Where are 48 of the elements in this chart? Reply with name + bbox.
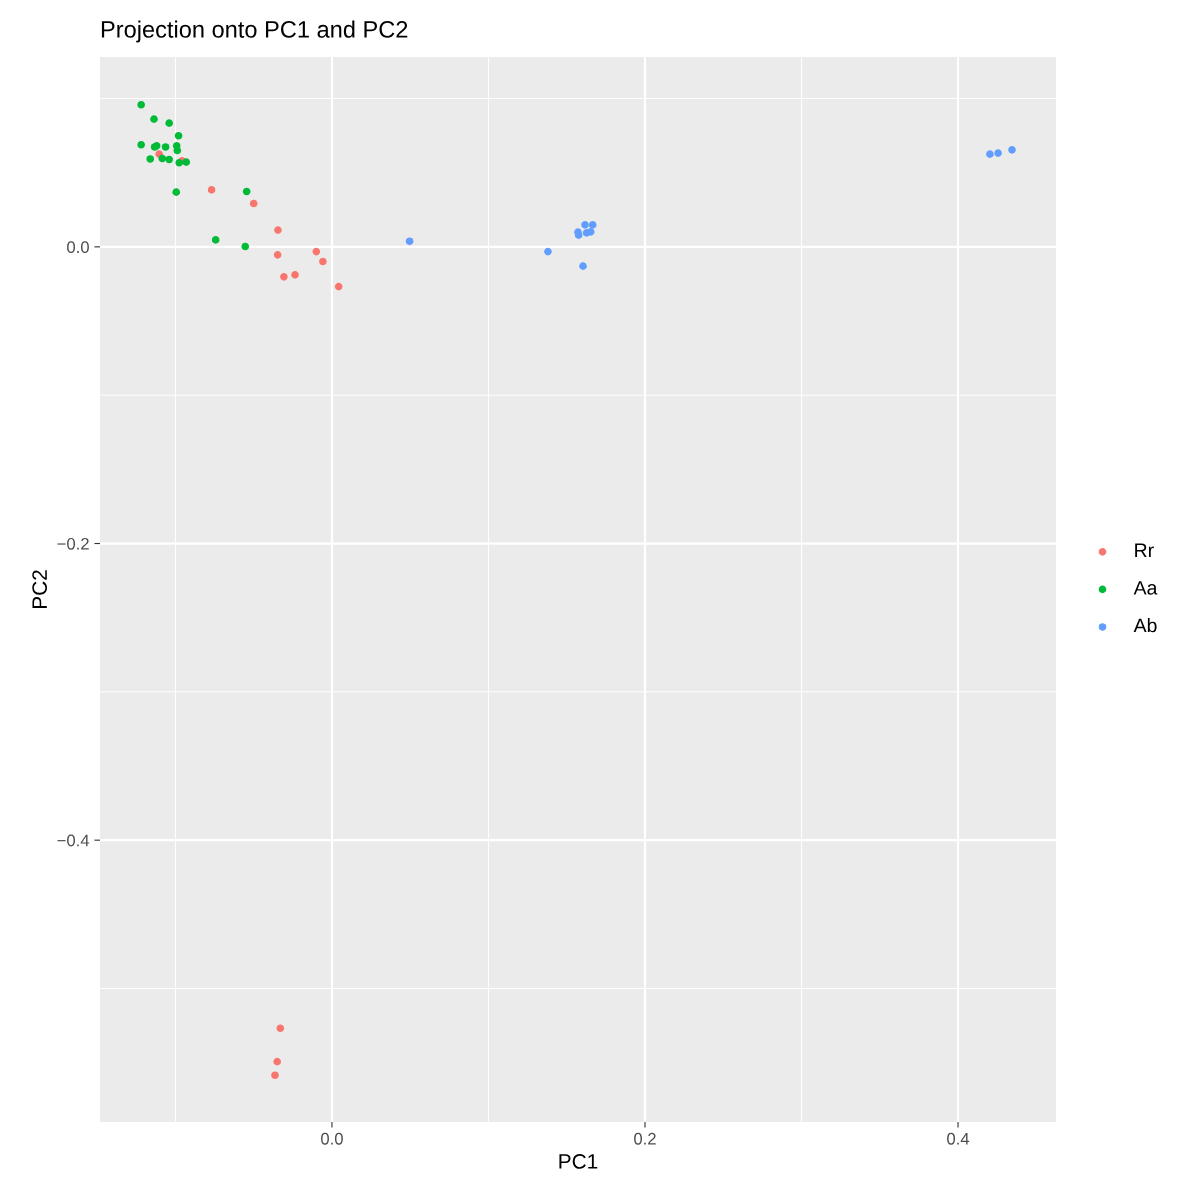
point — [207, 186, 216, 194]
point — [276, 1024, 285, 1033]
legend-label: Ab — [1133, 618, 1157, 633]
point — [158, 154, 167, 163]
point — [274, 226, 282, 234]
x-tick-label: 0.0 — [321, 1132, 343, 1145]
y-tick-label: −0.2 — [57, 537, 89, 550]
point — [161, 143, 170, 151]
point — [150, 115, 158, 123]
point — [994, 149, 1002, 157]
point — [581, 221, 589, 229]
point — [986, 150, 994, 158]
point — [579, 262, 587, 270]
point — [280, 273, 288, 281]
point — [271, 1071, 279, 1080]
point — [273, 1057, 281, 1066]
point — [172, 188, 181, 196]
point — [588, 221, 597, 229]
point — [273, 251, 282, 259]
point — [334, 282, 343, 291]
y-axis-title: PC2 — [32, 570, 48, 609]
point — [174, 131, 183, 140]
point — [544, 247, 552, 256]
legend-label: Rr — [1135, 543, 1154, 557]
y-tick-label: −0.4 — [57, 834, 90, 847]
point — [249, 199, 258, 208]
x-tick-label: 0.2 — [634, 1132, 656, 1145]
legend-label: Aa — [1133, 581, 1158, 595]
point — [291, 271, 299, 279]
point — [312, 247, 321, 256]
point — [211, 236, 220, 244]
point — [137, 141, 145, 149]
point — [1008, 146, 1016, 154]
point — [319, 257, 327, 266]
point — [173, 146, 182, 155]
point — [182, 158, 191, 166]
y-tick-label: 0.0 — [67, 241, 89, 254]
point — [137, 100, 145, 109]
point — [405, 237, 414, 246]
point — [242, 187, 251, 196]
chart-title: Projection onto PC1 and PC2 — [101, 20, 408, 43]
point — [165, 119, 173, 127]
point — [165, 155, 173, 164]
point — [586, 228, 595, 236]
x-axis-title: PC1 — [559, 1154, 598, 1169]
x-tick-label: 0.4 — [947, 1132, 970, 1145]
point — [241, 242, 250, 251]
point — [146, 155, 155, 163]
